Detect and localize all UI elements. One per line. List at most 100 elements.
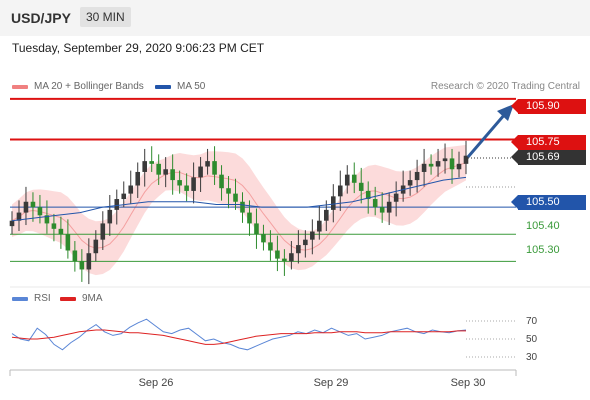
rsi-tick-50: 50 — [526, 334, 538, 345]
candle-body — [303, 239, 308, 246]
ma50-swatch — [155, 84, 171, 89]
candle-body — [149, 161, 154, 164]
candle-body — [344, 174, 350, 186]
candle-body — [23, 201, 29, 213]
candle-body — [317, 220, 322, 232]
candle-body — [100, 223, 106, 240]
candle-body — [268, 242, 273, 251]
candle-body — [282, 258, 287, 262]
rsi-swatch — [12, 296, 28, 301]
candle-body — [372, 199, 378, 208]
x-label-sep26: Sep 26 — [138, 377, 174, 389]
resistance-1-label: 105.75 — [511, 135, 586, 150]
candle-body — [107, 209, 113, 224]
ma20-swatch — [12, 84, 28, 89]
9ma-swatch — [60, 296, 76, 301]
candle-body — [191, 177, 196, 191]
candle-body — [428, 163, 434, 167]
bollinger-bands — [11, 144, 467, 276]
legend-ma20-label: MA 20 + Bollinger Bands — [34, 81, 144, 92]
candle-body — [330, 196, 336, 210]
candle-body — [386, 201, 392, 213]
candle-body — [324, 209, 329, 221]
ma20-line — [11, 162, 467, 251]
legend-9ma: 9MA — [60, 293, 103, 304]
rsi-9ma-line — [11, 329, 466, 345]
candle-body — [379, 207, 385, 213]
candle-body — [393, 193, 399, 202]
symbol-label: USD/JPY — [11, 10, 71, 26]
candle-body — [30, 201, 36, 208]
candle-body — [337, 185, 343, 197]
candle-body — [421, 163, 427, 172]
candle-body — [93, 239, 99, 254]
support-2-label: 105.40 — [526, 220, 560, 232]
x-label-sep30: Sep 30 — [450, 377, 486, 389]
candle-body — [51, 223, 57, 229]
candle-body — [44, 215, 50, 224]
candle-body — [463, 155, 469, 164]
target-arrow-shaft — [466, 113, 507, 158]
legend-9ma-label: 9MA — [82, 293, 103, 304]
candle-body — [170, 169, 175, 181]
candle-body — [247, 212, 252, 224]
candle-body — [212, 161, 217, 175]
candle-body — [58, 228, 64, 235]
candle-body — [205, 161, 210, 167]
candle-body — [72, 250, 78, 262]
rsi-tick-70: 70 — [526, 316, 538, 327]
candle-body — [435, 161, 441, 167]
support-1-label: 105.50 — [511, 195, 586, 210]
candle-body — [414, 171, 420, 181]
timeframe-button[interactable]: 30 MIN — [80, 7, 131, 27]
target-arrow-head — [497, 104, 514, 121]
candle-body — [296, 245, 301, 254]
candle-body — [351, 174, 357, 183]
candle-body — [121, 193, 127, 200]
ma50-line — [11, 176, 467, 222]
candle-body — [156, 163, 161, 175]
candle-body — [365, 190, 371, 200]
candle-body — [254, 223, 259, 235]
candle-body — [184, 185, 189, 191]
header-bar: USD/JPY 30 MIN — [0, 0, 590, 36]
candle-body — [407, 180, 413, 186]
candle-body — [226, 188, 231, 194]
current-price-label: 105.69 — [511, 150, 586, 165]
bollinger-area — [12, 144, 466, 276]
resistance-2-label: 105.90 — [511, 99, 586, 114]
candle-body — [442, 158, 448, 162]
x-label-sep29: Sep 29 — [313, 377, 349, 389]
rsi-line — [11, 318, 467, 351]
candle-body — [86, 253, 92, 270]
support-3-label: 105.30 — [526, 244, 560, 256]
candle-body — [79, 261, 85, 270]
candle-body — [233, 193, 238, 202]
candle-body — [240, 201, 245, 213]
legend-ma50-label: MA 50 — [177, 81, 206, 92]
research-credit: Research © 2020 Trading Central — [430, 81, 580, 92]
candle-body — [135, 171, 141, 186]
legend-rsi-label: RSI — [34, 293, 51, 304]
rsi-guides — [466, 320, 516, 358]
rsi-tick-30: 30 — [526, 352, 538, 363]
candle-body — [65, 234, 71, 251]
legend-ma50: MA 50 — [155, 81, 205, 92]
candle-body — [163, 169, 168, 175]
candle-body — [449, 158, 455, 170]
candle-body — [114, 199, 120, 210]
candle-body — [456, 163, 462, 170]
legend-rsi: RSI — [12, 293, 51, 304]
legend-ma20: MA 20 + Bollinger Bands — [12, 81, 144, 92]
candle-body — [37, 207, 43, 216]
candle-body — [198, 166, 203, 178]
candle-body — [142, 161, 148, 172]
candle-body — [9, 220, 15, 227]
candle-body — [261, 234, 266, 243]
candles — [9, 140, 469, 285]
candle-body — [177, 180, 182, 186]
candle-body — [289, 253, 294, 262]
candle-body — [310, 231, 315, 240]
candle-body — [219, 174, 224, 189]
candle-body — [16, 212, 22, 221]
